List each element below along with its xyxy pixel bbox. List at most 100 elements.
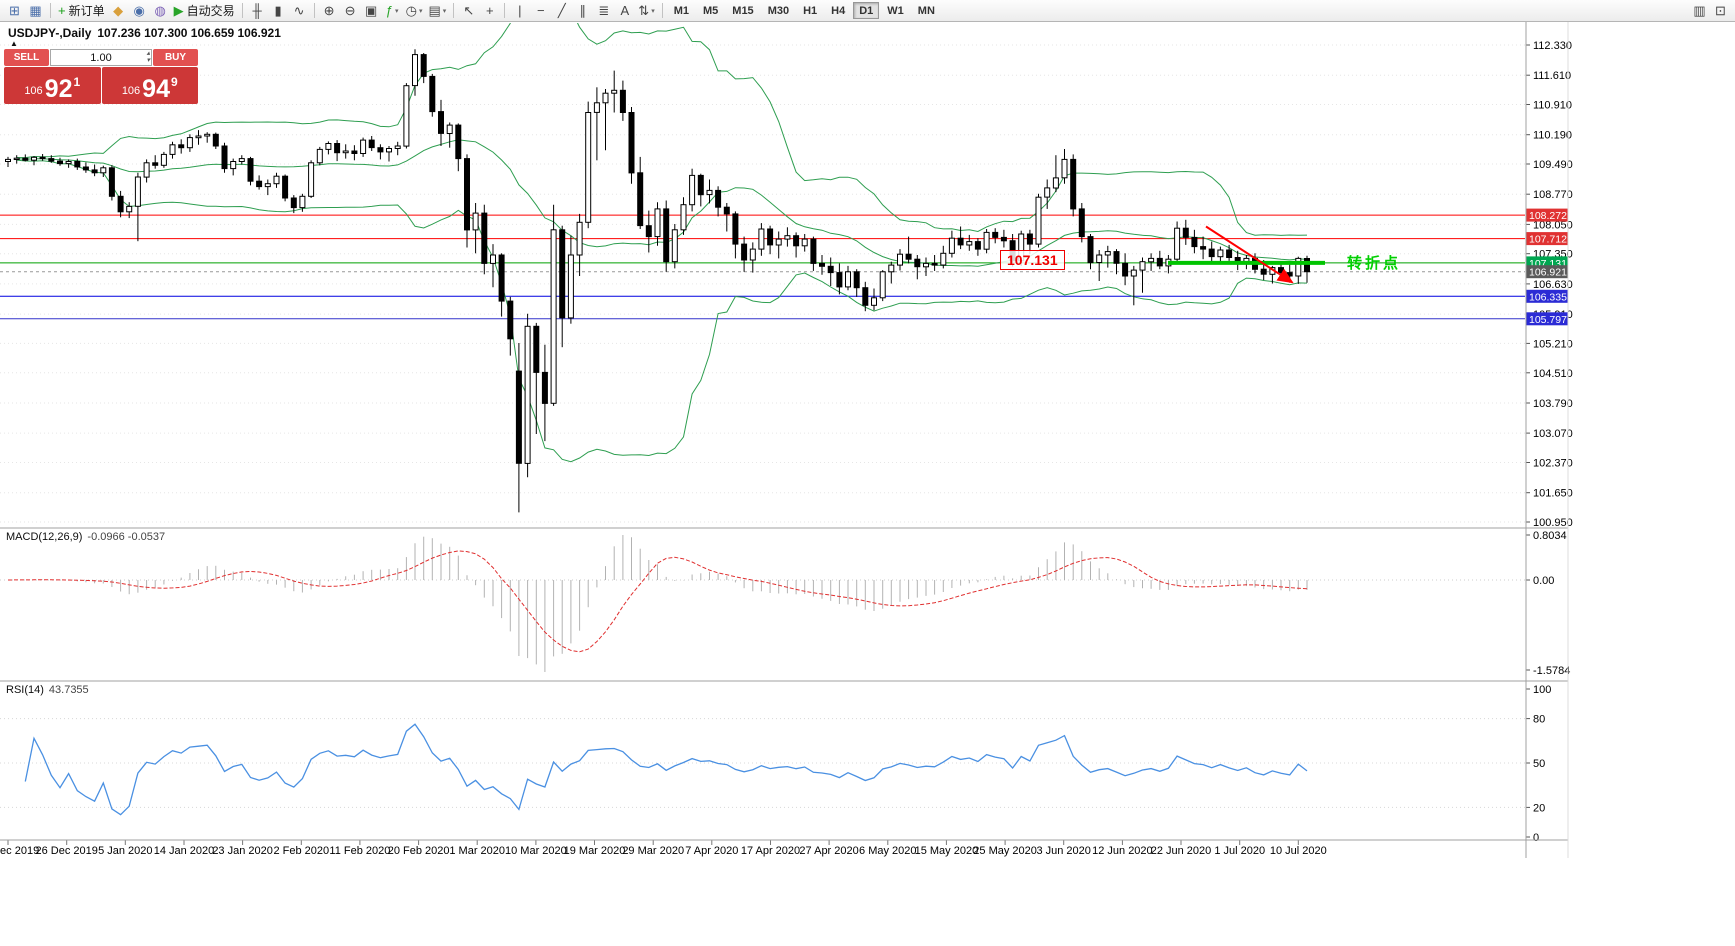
chart-symbol-period: USDJPY-,Daily bbox=[8, 26, 92, 40]
print-preview-icon[interactable]: ⊡ bbox=[1710, 1, 1731, 21]
price-scale-label: 103.070 bbox=[1533, 428, 1573, 440]
timeframe-button-h4[interactable]: H4 bbox=[831, 4, 846, 17]
zoom-out-icon[interactable]: ⊖ bbox=[340, 1, 361, 21]
timeframe-button-h1[interactable]: H1 bbox=[803, 4, 818, 17]
price-scale-label: 108.770 bbox=[1533, 189, 1573, 201]
tile-windows-icon[interactable]: ▣ bbox=[361, 1, 382, 21]
date-label: 3 Jun 2020 bbox=[1036, 845, 1090, 857]
macd-values: -0.0966 -0.0537 bbox=[87, 531, 166, 543]
zoom-in-icon[interactable]: ⊕ bbox=[319, 1, 340, 21]
templates-icon[interactable]: ▤ ▾ bbox=[425, 1, 449, 21]
one-click-trading-toggle[interactable]: ▲ bbox=[10, 39, 18, 48]
date-label: 12 Jun 2020 bbox=[1092, 845, 1153, 857]
chart-title: USDJPY-,Daily 107.236 107.300 106.659 106… bbox=[8, 26, 281, 40]
timeframe-button-m30[interactable]: M30 bbox=[767, 4, 790, 17]
lot-increase-button[interactable]: ▴ bbox=[146, 50, 150, 57]
periods-icon: ◷ bbox=[405, 3, 417, 18]
timeframe-button-m5[interactable]: M5 bbox=[703, 4, 719, 17]
price-scale-label: 106.630 bbox=[1533, 279, 1573, 291]
sell-price-button[interactable]: 106 92 1 bbox=[4, 67, 101, 104]
trendline-icon: ╱ bbox=[557, 3, 566, 18]
cursor-icon: ↖ bbox=[463, 3, 475, 18]
new-order-button[interactable]: + 新订单 bbox=[55, 1, 108, 21]
metaeditor-icon: ◆ bbox=[113, 3, 124, 18]
trendline-icon[interactable]: ╱ bbox=[551, 1, 572, 21]
trend-arrow[interactable] bbox=[1205, 225, 1294, 284]
price-scale-label: 105.210 bbox=[1533, 338, 1573, 350]
metaeditor-icon[interactable]: ◆ bbox=[108, 1, 129, 21]
timeframe-button-d1[interactable]: D1 bbox=[853, 2, 880, 19]
timeframe-button-m15[interactable]: M15 bbox=[732, 4, 754, 17]
channel-icon[interactable]: ∥ bbox=[572, 1, 593, 21]
price-scale-label: 111.610 bbox=[1533, 70, 1571, 82]
turning-point-text[interactable]: 转折点 bbox=[1347, 255, 1402, 272]
rsi-scale-label: 80 bbox=[1533, 714, 1545, 726]
lot-size-field[interactable]: 1.00 ▴ ▾ bbox=[50, 49, 152, 66]
date-label: 22 Jun 2020 bbox=[1151, 845, 1212, 857]
arrows-icon: ⇅ bbox=[638, 3, 650, 18]
price-scale-label: 102.370 bbox=[1533, 458, 1573, 470]
print-preview-icon: ⊡ bbox=[1715, 3, 1726, 18]
new-order-button-label: 新订单 bbox=[68, 4, 105, 18]
chart-profiles-icon: ▦ bbox=[29, 3, 42, 18]
svg-text:106.335: 106.335 bbox=[1529, 291, 1567, 303]
date-label: 1 Jul 2020 bbox=[1214, 845, 1265, 857]
macd-histogram bbox=[16, 535, 1308, 672]
sell-price-prefix: 106 bbox=[24, 85, 43, 97]
arrows-icon[interactable]: ⇅ ▾ bbox=[635, 1, 657, 21]
navigator-icon[interactable]: ◍ bbox=[150, 1, 171, 21]
buy-button[interactable]: BUY bbox=[153, 49, 198, 66]
rsi-name: RSI(14) bbox=[6, 684, 44, 696]
toolbar-separator bbox=[241, 3, 243, 18]
price-scale-label: 101.650 bbox=[1533, 488, 1573, 500]
vertical-line-icon[interactable]: | bbox=[509, 1, 530, 21]
price-tag: 107.712 bbox=[1526, 232, 1568, 246]
fibonacci-icon[interactable]: ≣ bbox=[593, 1, 614, 21]
price-tag: 106.921 bbox=[1526, 265, 1568, 279]
bar-chart-icon[interactable]: ╫ bbox=[247, 1, 268, 21]
date-label: 1 Mar 2020 bbox=[449, 845, 505, 857]
line-chart-icon[interactable]: ∿ bbox=[289, 1, 310, 21]
date-label: 20 Feb 2020 bbox=[388, 845, 450, 857]
price-annotation-label[interactable]: 107.131 bbox=[1000, 250, 1065, 270]
tile-windows-icon: ▣ bbox=[364, 3, 378, 18]
indicators-icon[interactable]: ƒ ▾ bbox=[382, 1, 403, 21]
svg-text:105.797: 105.797 bbox=[1529, 314, 1567, 326]
chart-profiles-icon[interactable]: ▦ bbox=[25, 1, 46, 21]
text-icon[interactable]: A bbox=[614, 1, 635, 21]
timeframe-button-mn[interactable]: MN bbox=[917, 4, 935, 17]
macd-name: MACD(12,26,9) bbox=[6, 531, 83, 543]
price-scale-label: 108.050 bbox=[1533, 219, 1573, 231]
crosshair-icon[interactable]: + bbox=[479, 1, 500, 21]
svg-text:108.272: 108.272 bbox=[1529, 210, 1567, 222]
zoom-in-icon: ⊕ bbox=[323, 3, 335, 18]
autotrading-button[interactable]: ▶ 自动交易 bbox=[171, 1, 238, 21]
rsi-scale-label: 100 bbox=[1533, 684, 1551, 696]
market-watch-icon[interactable]: ◉ bbox=[129, 1, 150, 21]
crosshair-icon: + bbox=[486, 3, 494, 18]
new-chart-icon: ⊞ bbox=[9, 3, 20, 18]
price-scale-label: 100.950 bbox=[1533, 517, 1573, 529]
periods-icon[interactable]: ◷ ▾ bbox=[403, 1, 426, 21]
candlestick-chart-icon[interactable]: ▮ bbox=[268, 1, 289, 21]
sell-button[interactable]: SELL bbox=[4, 49, 49, 66]
sell-price-big: 92 bbox=[44, 75, 73, 103]
vertical-line-icon: | bbox=[518, 3, 522, 18]
rsi-value: 43.7355 bbox=[48, 684, 89, 696]
buy-price-big: 94 bbox=[142, 75, 170, 103]
timeframe-button-w1[interactable]: W1 bbox=[887, 4, 904, 17]
cursor-icon[interactable]: ↖ bbox=[458, 1, 479, 21]
new-chart-icon[interactable]: ⊞ bbox=[4, 1, 25, 21]
horizontal-line-icon[interactable]: − bbox=[530, 1, 551, 21]
price-scale-label: 103.790 bbox=[1533, 398, 1573, 410]
timeframe-button-m1[interactable]: M1 bbox=[673, 4, 689, 17]
templates-icon: ▤ bbox=[428, 3, 441, 18]
print-icon[interactable]: ▥ bbox=[1689, 1, 1710, 21]
date-label: 17 Apr 2020 bbox=[741, 845, 800, 857]
date-label: 15 May 2020 bbox=[915, 845, 979, 857]
buy-price-button[interactable]: 106 94 9 bbox=[101, 67, 198, 104]
date-label: 11 Feb 2020 bbox=[329, 845, 390, 857]
lot-decrease-button[interactable]: ▾ bbox=[146, 57, 150, 64]
